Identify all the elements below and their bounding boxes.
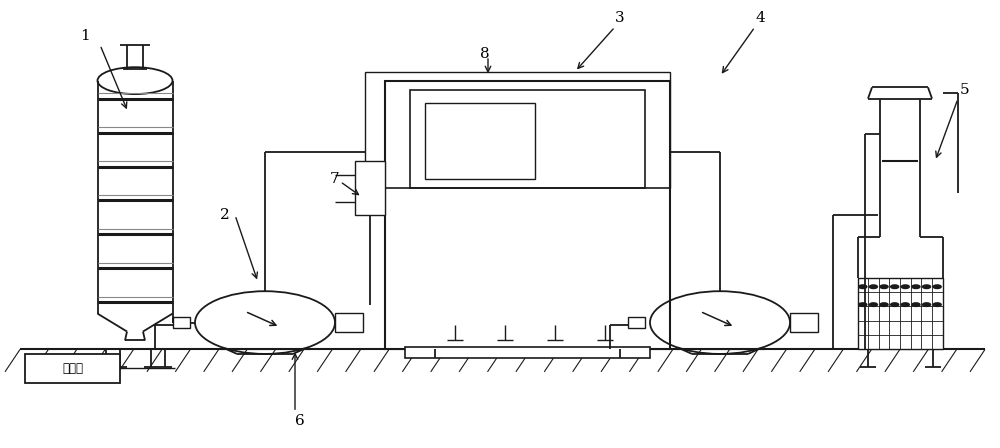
Text: 6: 6 (295, 414, 305, 428)
Circle shape (933, 303, 941, 306)
Bar (25, 354, 120, 383)
Circle shape (912, 303, 920, 306)
Circle shape (869, 303, 877, 306)
Text: 1: 1 (80, 29, 90, 43)
Circle shape (880, 303, 888, 306)
Bar (365, 72, 670, 188)
Circle shape (891, 285, 899, 289)
Circle shape (891, 303, 899, 306)
Bar (355, 161, 385, 215)
Text: 8: 8 (480, 47, 490, 61)
Text: 5: 5 (960, 82, 970, 97)
Circle shape (869, 285, 877, 289)
Circle shape (880, 285, 888, 289)
Bar (425, 103, 535, 179)
Bar (173, 317, 190, 328)
Circle shape (901, 303, 909, 306)
Circle shape (859, 285, 867, 289)
Circle shape (901, 285, 909, 289)
Circle shape (923, 285, 931, 289)
Bar (628, 317, 645, 328)
Circle shape (923, 303, 931, 306)
Bar (410, 90, 645, 188)
Text: 动力站: 动力站 (62, 362, 83, 375)
Text: 2: 2 (220, 208, 230, 222)
Text: 7: 7 (330, 172, 340, 186)
Bar (790, 313, 818, 332)
Circle shape (859, 303, 867, 306)
Bar (385, 81, 670, 349)
Bar (335, 313, 363, 332)
Text: 4: 4 (755, 11, 765, 25)
Bar (858, 278, 942, 349)
Circle shape (933, 285, 941, 289)
Bar (405, 347, 650, 358)
Circle shape (912, 285, 920, 289)
Text: 3: 3 (615, 11, 625, 25)
